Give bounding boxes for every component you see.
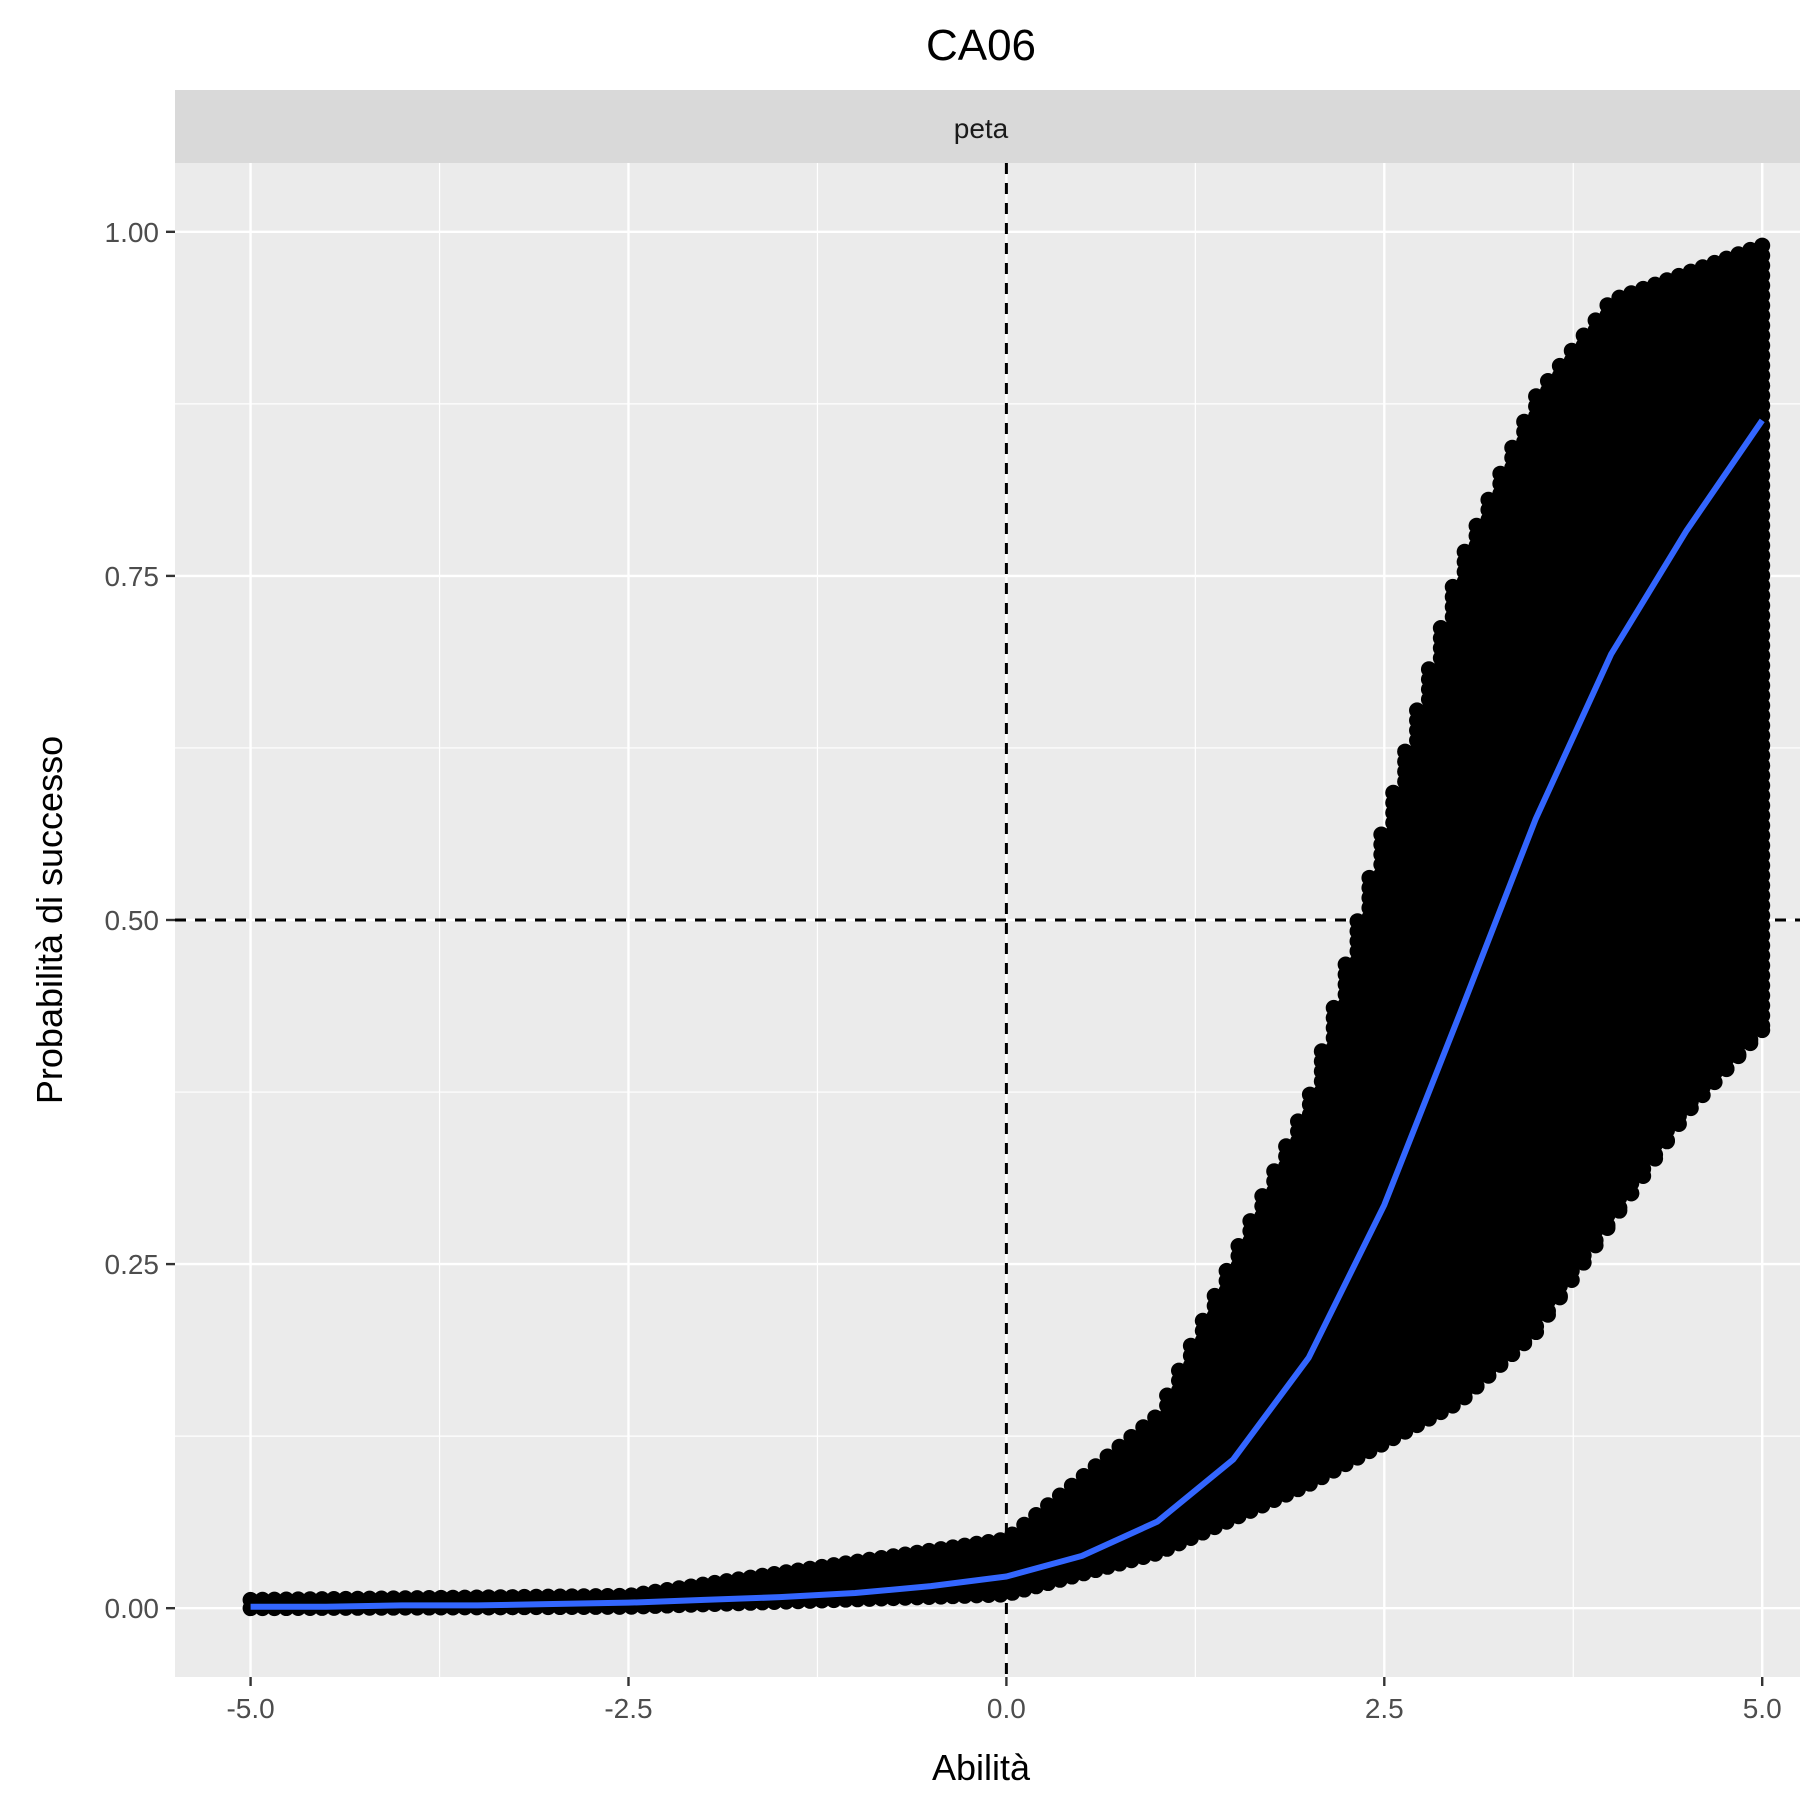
data-point	[1718, 1061, 1735, 1078]
data-point	[1230, 1508, 1247, 1525]
y-tick-label: 0.00	[105, 1593, 160, 1624]
data-point	[1242, 1502, 1259, 1519]
data-point	[1480, 1367, 1497, 1384]
data-point	[1278, 1486, 1295, 1503]
y-tick-label: 0.50	[105, 905, 160, 936]
data-point	[992, 1586, 1009, 1603]
chart-title: CA06	[926, 21, 1036, 70]
reference-lines	[175, 163, 1800, 1677]
data-point	[909, 1589, 926, 1606]
data-point	[1301, 1475, 1318, 1492]
data-point	[1635, 1167, 1652, 1184]
facet-strip	[175, 90, 1800, 163]
x-tick-label: 2.5	[1365, 1693, 1404, 1724]
x-tick-label: -2.5	[604, 1693, 652, 1724]
data-point	[1159, 1540, 1176, 1557]
x-axis: -5.0 -2.5 0.0 2.5 5.0	[226, 1677, 1782, 1724]
data-point	[1170, 1535, 1187, 1552]
data-point	[1409, 1417, 1426, 1434]
x-tick-label: 0.0	[987, 1693, 1026, 1724]
data-point	[1325, 1462, 1342, 1479]
y-axis: 0.00 0.25 0.50 0.75 1.00	[105, 217, 175, 1624]
data-point	[921, 1588, 938, 1605]
data-point	[1182, 1529, 1199, 1546]
data-point	[1682, 1100, 1699, 1117]
data-point	[1361, 1443, 1378, 1460]
x-tick-label: 5.0	[1743, 1693, 1782, 1724]
y-tick-label: 0.25	[105, 1249, 160, 1280]
fitted-curve-layer	[250, 418, 1765, 1610]
data-point	[1266, 1492, 1283, 1509]
data-point	[1444, 1397, 1461, 1414]
data-point	[1623, 1185, 1640, 1202]
y-tick-label: 1.00	[105, 217, 160, 248]
data-point	[1694, 1087, 1711, 1104]
data-point	[1504, 1346, 1521, 1363]
data-point	[1194, 1524, 1211, 1541]
data-point	[1349, 1449, 1366, 1466]
data-point	[1647, 1150, 1664, 1167]
data-point	[1492, 1356, 1509, 1373]
data-point	[956, 1587, 973, 1604]
data-point	[1397, 1423, 1414, 1440]
data-point	[1575, 1254, 1592, 1271]
data-point	[1337, 1456, 1354, 1473]
x-tick-label: -5.0	[226, 1693, 274, 1724]
data-point	[873, 1590, 890, 1607]
data-point	[1563, 1272, 1580, 1289]
data-point	[1432, 1404, 1449, 1421]
data-point	[1468, 1378, 1485, 1395]
data-point	[1420, 1410, 1437, 1427]
data-point	[1373, 1436, 1390, 1453]
data-point	[1587, 1237, 1604, 1254]
data-point	[1754, 1022, 1771, 1039]
data-point	[1456, 1389, 1473, 1406]
data-point	[1218, 1513, 1235, 1530]
y-tick-label: 0.75	[105, 561, 160, 592]
data-point	[1385, 1430, 1402, 1447]
data-point	[1551, 1289, 1568, 1306]
data-point	[1730, 1048, 1747, 1065]
data-point	[1516, 1335, 1533, 1352]
data-point	[1528, 1324, 1545, 1341]
data-point	[1706, 1074, 1723, 1091]
data-point	[1670, 1115, 1687, 1132]
y-axis-title: Probabilità di successo	[29, 736, 70, 1104]
facet-strip-label: peta	[954, 113, 1009, 144]
data-point	[944, 1588, 961, 1605]
data-point	[1254, 1497, 1271, 1514]
data-point	[1313, 1469, 1330, 1486]
data-point	[1539, 1306, 1556, 1323]
fitted-curve	[250, 418, 1765, 1610]
data-point	[1611, 1202, 1628, 1219]
data-point	[1206, 1519, 1223, 1536]
data-point	[1290, 1481, 1307, 1498]
data-point	[1742, 1035, 1759, 1052]
data-point	[932, 1588, 949, 1605]
x-axis-title: Abilità	[932, 1747, 1031, 1788]
data-point	[1599, 1220, 1616, 1237]
data-point	[1658, 1133, 1675, 1150]
